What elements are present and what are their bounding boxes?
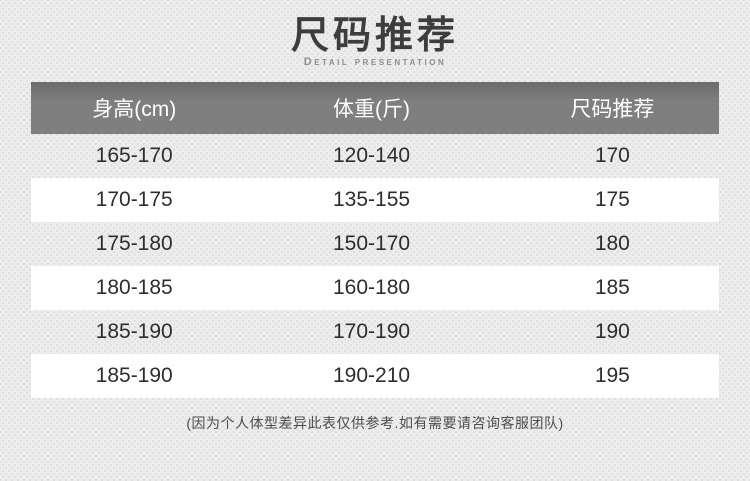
column-header-weight: 体重(斤) <box>333 98 411 121</box>
height-cell: 185-190 <box>95 364 173 387</box>
table-row: 175-180 150-170 180 <box>31 222 719 266</box>
weight-cell: 160-180 <box>333 276 411 299</box>
size-cell: 175 <box>594 188 630 211</box>
size-cell: 185 <box>594 276 630 299</box>
page-subtitle: Detail presentation <box>303 56 447 68</box>
size-cell: 170 <box>594 144 630 167</box>
table-row: 165-170 120-140 170 <box>31 134 719 178</box>
title-block: 尺码推荐 Detail presentation <box>0 0 750 68</box>
column-header-height: 身高(cm) <box>92 98 177 121</box>
size-cell: 195 <box>594 364 630 387</box>
footnote: (因为个人体型差异此表仅供参考.如有需要请咨询客服团队) <box>186 415 564 431</box>
table-row: 170-175 135-155 175 <box>31 178 719 222</box>
height-cell: 165-170 <box>95 144 173 167</box>
table-header-row: 身高(cm) 体重(斤) 尺码推荐 <box>31 82 719 134</box>
size-table: 身高(cm) 体重(斤) 尺码推荐 165-170 120-140 170 17… <box>31 82 719 398</box>
weight-cell: 170-190 <box>333 320 411 343</box>
height-cell: 185-190 <box>95 320 173 343</box>
column-header-size: 尺码推荐 <box>570 98 655 121</box>
table-row: 185-190 170-190 190 <box>31 310 719 354</box>
height-cell: 170-175 <box>95 188 173 211</box>
page-title: 尺码推荐 <box>290 15 459 57</box>
table-row: 180-185 160-180 185 <box>31 266 719 310</box>
size-cell: 180 <box>594 232 630 255</box>
size-cell: 190 <box>594 320 630 343</box>
height-cell: 175-180 <box>95 232 173 255</box>
weight-cell: 120-140 <box>333 144 411 167</box>
weight-cell: 150-170 <box>333 232 411 255</box>
table-row: 185-190 190-210 195 <box>31 354 719 398</box>
weight-cell: 190-210 <box>333 364 411 387</box>
weight-cell: 135-155 <box>333 188 411 211</box>
height-cell: 180-185 <box>95 276 173 299</box>
